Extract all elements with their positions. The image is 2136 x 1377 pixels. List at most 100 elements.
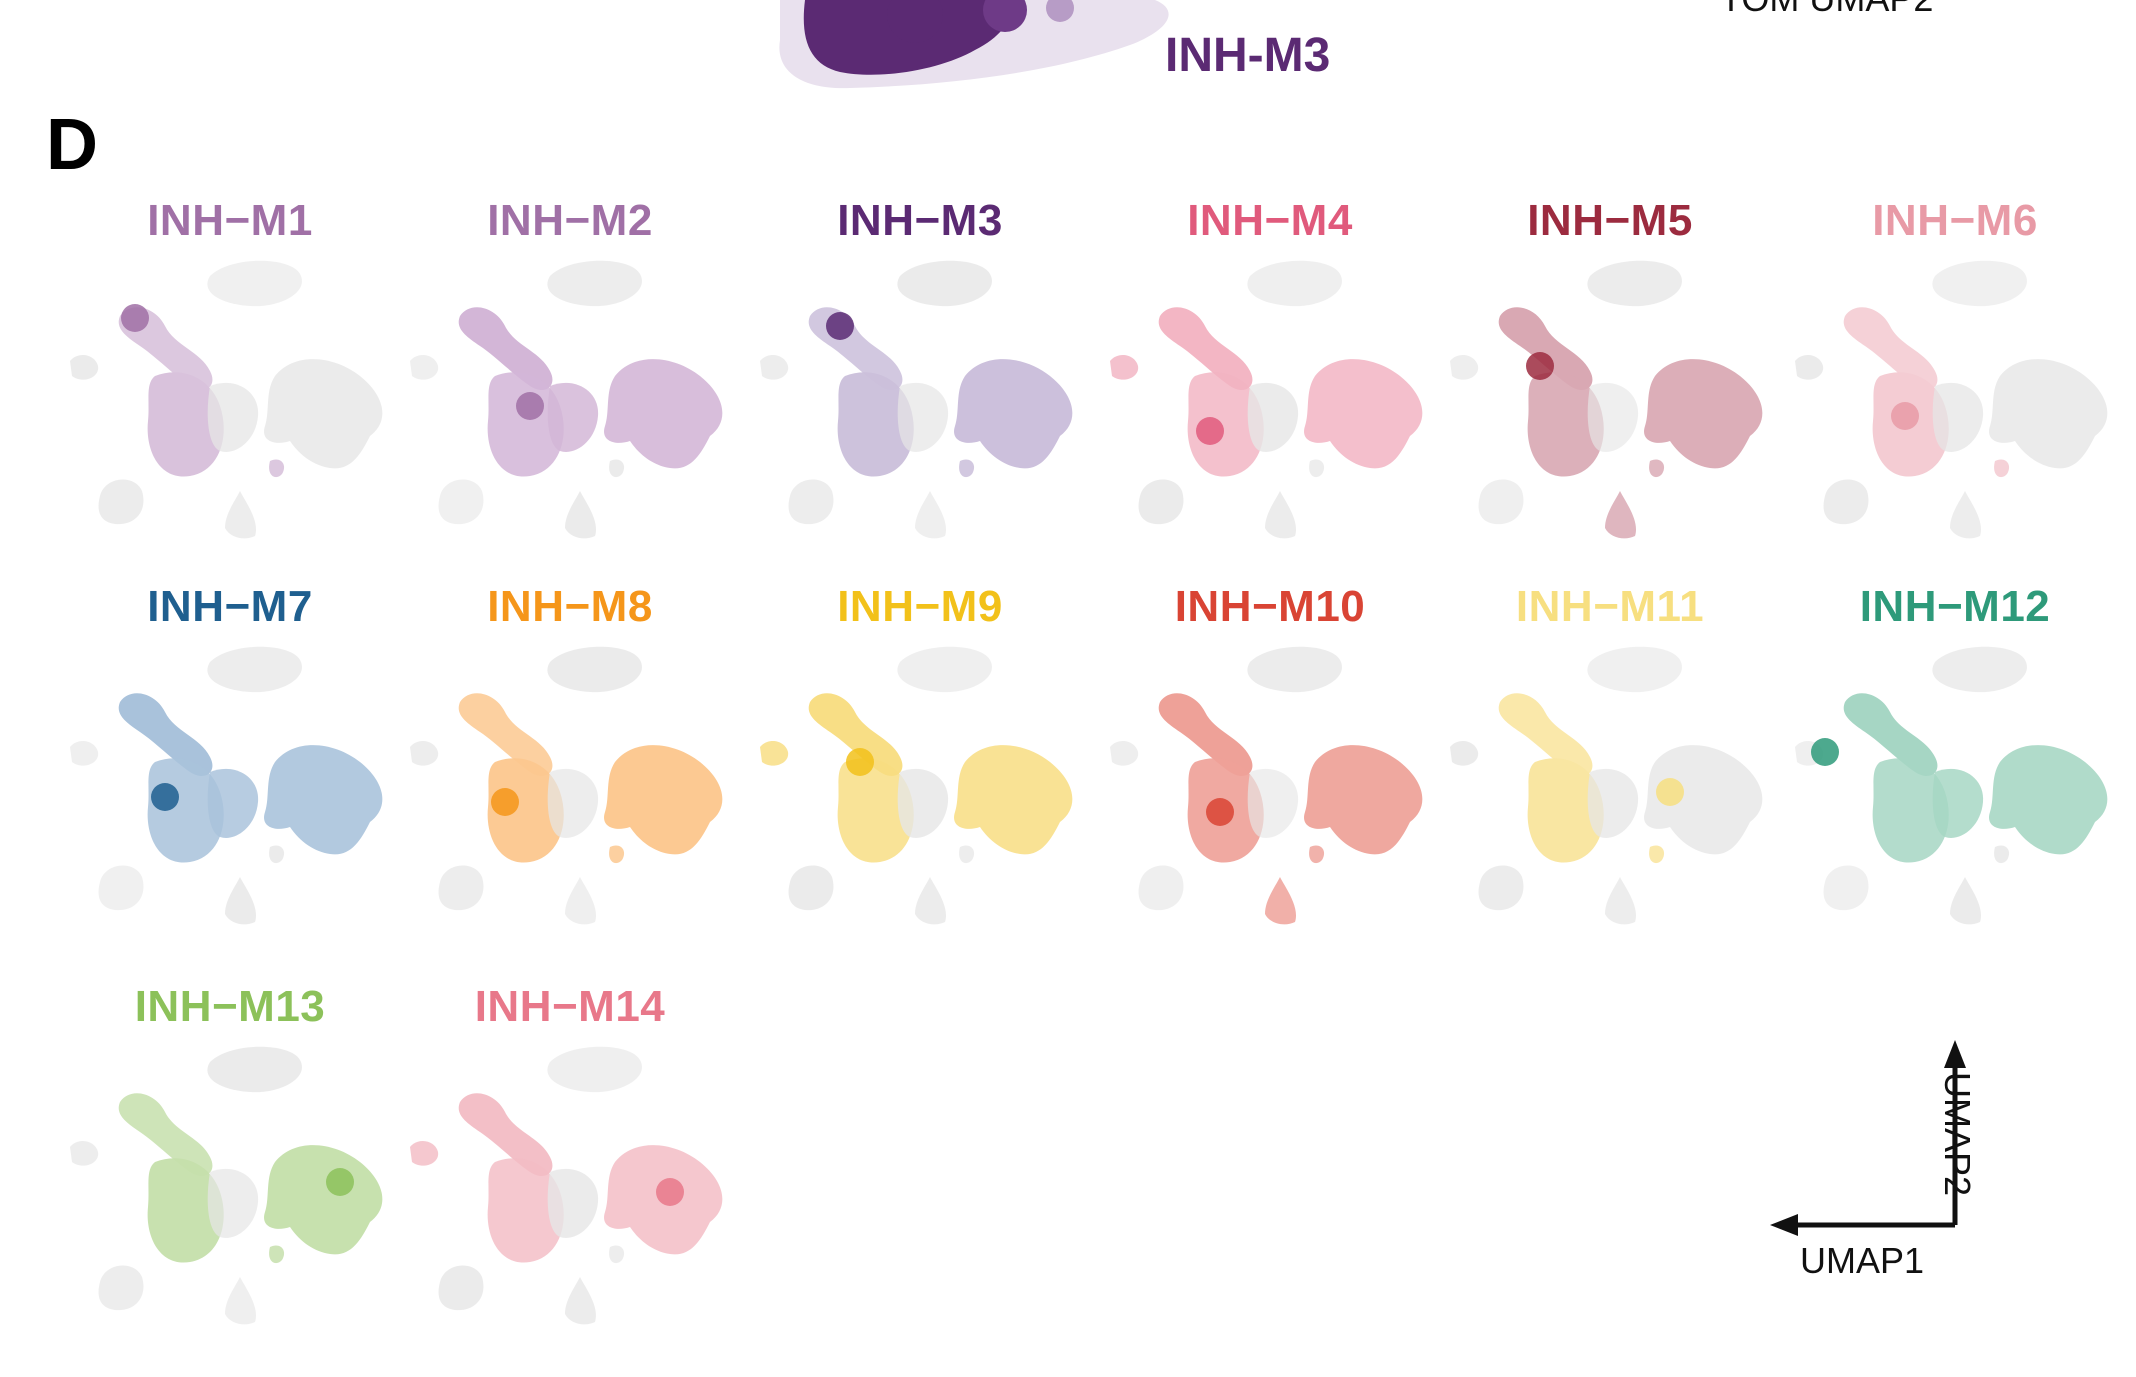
- umap-cluster-bottom-spike: [1605, 491, 1637, 539]
- module-hotspot: [846, 748, 874, 776]
- umap-cluster-right-mass: [954, 359, 1073, 469]
- umap-cluster-upper-arm: [118, 693, 213, 777]
- module-hotspot: [121, 304, 149, 332]
- umap-cluster-top-oval: [1932, 260, 2027, 307]
- umap-cluster-right-tail: [1994, 459, 2010, 478]
- module-title: INH−M2: [487, 196, 653, 245]
- module-title: INH−M12: [1859, 582, 2051, 631]
- umap-cluster-bottom-left: [438, 1265, 484, 1311]
- umap-cluster-bottom-left: [98, 865, 144, 911]
- umap-cluster-upper-arm: [1498, 693, 1593, 777]
- umap-cluster-left-dot: [1110, 354, 1139, 380]
- module-panel: INH−M12: [1785, 582, 2125, 962]
- umap-cluster-mid-center: [1587, 768, 1639, 838]
- umap-cluster-bottom-left: [1823, 479, 1869, 525]
- umap-cluster-upper-arm: [458, 693, 553, 777]
- umap-cluster-right-mass: [1304, 745, 1423, 855]
- umap-cluster-left-dot: [1450, 740, 1479, 766]
- umap-cluster-right-mass: [1304, 359, 1423, 469]
- umap-cluster-top-oval: [897, 646, 992, 693]
- umap-cluster-right-tail: [1994, 845, 2010, 864]
- umap-cluster-mid-left: [837, 758, 914, 863]
- umap-cluster-top-oval: [207, 260, 302, 307]
- umap-cluster-bottom-spike: [1265, 877, 1297, 925]
- module-hotspot: [1196, 417, 1224, 445]
- module-title: INH−M8: [487, 582, 653, 631]
- module-title: INH−M3: [837, 196, 1003, 245]
- module-umap-plot: [760, 646, 1073, 925]
- umap-cluster-bottom-spike: [1265, 491, 1297, 539]
- umap-cluster-upper-arm: [808, 693, 903, 777]
- module-umap-plot: [1795, 646, 2108, 925]
- module-umap-plot: [410, 1046, 723, 1325]
- umap-cluster-right-tail: [609, 845, 625, 864]
- previous-panel-axis-label: TOM UMAP2: [1720, 0, 1933, 20]
- module-panel: INH−M5: [1440, 196, 1780, 576]
- umap-cluster-mid-center: [547, 382, 599, 452]
- module-umap-plot: [1795, 260, 2108, 539]
- umap-cluster-mid-left: [487, 1158, 564, 1263]
- module-umap-plot: [70, 1046, 383, 1325]
- umap-cluster-mid-center: [1247, 382, 1299, 452]
- umap2-axis-label: UMAP2: [1937, 1072, 1978, 1197]
- module-panel: INH−M13: [60, 982, 400, 1362]
- umap-cluster-upper-arm: [1843, 307, 1938, 391]
- umap-cluster-right-mass: [264, 745, 383, 855]
- umap-cluster-right-tail: [609, 1245, 625, 1264]
- module-title: INH−M5: [1527, 196, 1693, 245]
- umap-cluster-bottom-left: [1478, 479, 1524, 525]
- umap-cluster-bottom-spike: [565, 491, 597, 539]
- module-panel: INH−M7: [60, 582, 400, 962]
- umap-cluster-right-mass: [1989, 745, 2108, 855]
- module-title: INH−M14: [474, 982, 666, 1031]
- umap2-arrowhead: [1944, 1040, 1966, 1068]
- umap-cluster-bottom-left: [1478, 865, 1524, 911]
- umap-cluster-right-mass: [1644, 359, 1763, 469]
- umap-cluster-right-mass: [264, 1145, 383, 1255]
- panel-letter: D: [46, 105, 98, 185]
- module-panel: INH−M10: [1100, 582, 1440, 962]
- umap-cluster-mid-center: [1587, 382, 1639, 452]
- module-hotspot: [826, 312, 854, 340]
- umap-cluster-bottom-spike: [1950, 877, 1982, 925]
- umap-cluster-mid-center: [1932, 382, 1984, 452]
- umap-cluster-bottom-left: [438, 479, 484, 525]
- umap-cluster-right-tail: [269, 1245, 285, 1264]
- module-umap-plot: [760, 260, 1073, 539]
- umap-cluster-right-mass: [954, 745, 1073, 855]
- umap-cluster-left-dot: [70, 354, 99, 380]
- umap-cluster-bottom-left: [1138, 479, 1184, 525]
- umap-cluster-mid-left: [487, 758, 564, 863]
- umap-cluster-mid-center: [897, 768, 949, 838]
- umap-cluster-bottom-spike: [565, 1277, 597, 1325]
- module-hotspot: [1656, 778, 1684, 806]
- umap-cluster-mid-center: [1932, 768, 1984, 838]
- module-hotspot: [1811, 738, 1839, 766]
- module-panel: INH−M8: [400, 582, 740, 962]
- umap-cluster-left-dot: [760, 740, 789, 766]
- previous-panel-module-label: INH-M3: [1165, 29, 1331, 82]
- umap1-axis-label: UMAP1: [1800, 1240, 1925, 1281]
- module-title: INH−M9: [837, 582, 1003, 631]
- umap-cluster-right-mass: [604, 745, 723, 855]
- module-title: INH−M13: [134, 982, 326, 1031]
- umap-cluster-mid-center: [207, 1168, 259, 1238]
- umap-cluster-bottom-spike: [225, 877, 257, 925]
- umap-cluster-right-tail: [269, 459, 285, 478]
- umap-cluster-top-oval: [547, 646, 642, 693]
- module-hotspot: [491, 788, 519, 816]
- umap-cluster-right-mass: [1644, 745, 1763, 855]
- umap-cluster-left-dot: [1110, 740, 1139, 766]
- umap-cluster-bottom-left: [788, 479, 834, 525]
- umap-cluster-left-dot: [70, 740, 99, 766]
- umap-cluster-upper-arm: [118, 1093, 213, 1177]
- module-hotspot: [1891, 402, 1919, 430]
- umap-cluster-top-oval: [1587, 260, 1682, 307]
- umap-cluster-bottom-left: [98, 479, 144, 525]
- module-panel: INH−M3: [750, 196, 1090, 576]
- umap-cluster-right-tail: [1649, 459, 1665, 478]
- umap-cluster-bottom-spike: [225, 491, 257, 539]
- umap-cluster-upper-arm: [1158, 693, 1253, 777]
- umap-cluster-right-tail: [609, 459, 625, 478]
- umap-cluster-upper-arm: [458, 307, 553, 391]
